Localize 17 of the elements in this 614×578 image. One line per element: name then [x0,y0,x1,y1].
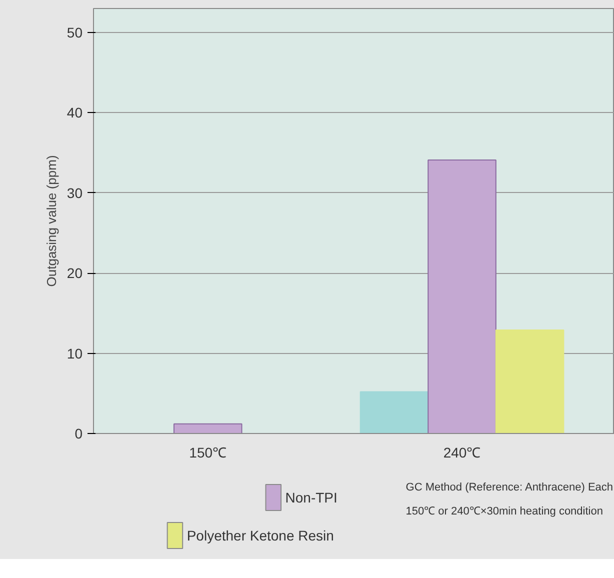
bar [495,330,564,434]
y-tick-label: 10 [66,345,83,362]
legend-label: Non-TPI [285,490,338,506]
y-tick-label: 30 [66,184,83,201]
x-tick-label: 150℃ [189,444,227,460]
text: GC Method (Reference: Anthracene) Each [406,482,614,494]
y-tick-label: 0 [74,426,83,442]
bar [428,160,496,434]
bar [173,423,242,434]
y-tick-label: 40 [66,104,83,121]
y-tick-label: 20 [66,265,83,282]
legend-label: Polyether Ketone Resin [186,528,334,544]
y-tick-label: 50 [66,24,83,41]
bar [360,391,429,434]
x-tick-label: 240℃ [443,444,481,460]
text: 150℃ or 240℃×30min heating condition [406,506,603,518]
y-axis-title: Outgasing value (ppm) [44,155,59,287]
